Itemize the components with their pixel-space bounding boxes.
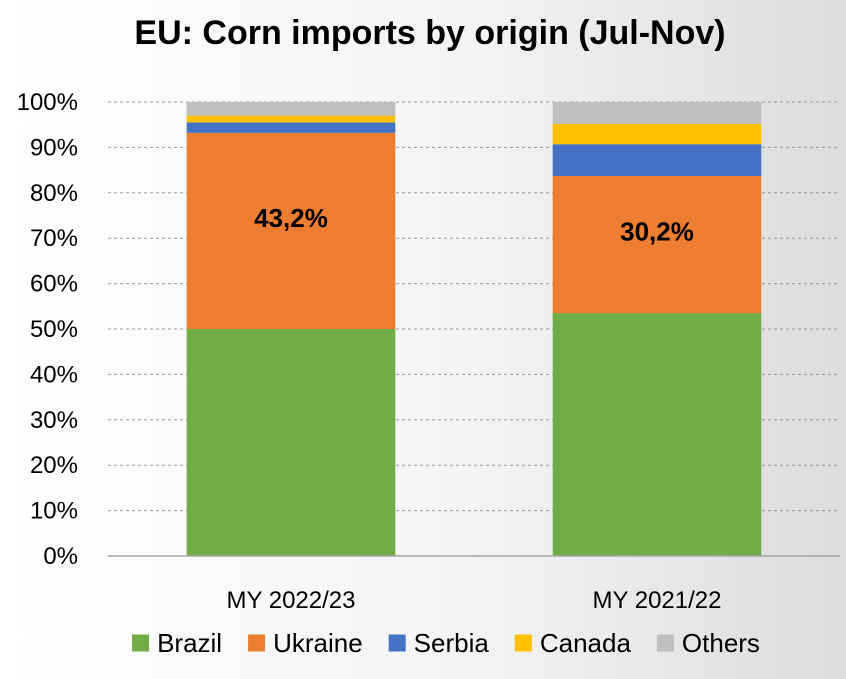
- bars: [186, 102, 762, 556]
- legend-label: Brazil: [157, 628, 222, 658]
- x-category-label: MY 2022/23: [227, 587, 356, 614]
- bar-segment-canada: [186, 115, 396, 123]
- bar-segment-serbia: [186, 122, 396, 133]
- bar-segment-canada: [552, 123, 762, 145]
- y-tick-label: 30%: [30, 407, 78, 434]
- data-label: 30,2%: [620, 217, 694, 247]
- bar-segment-ukraine: [552, 176, 762, 314]
- x-category-label: MY 2021/22: [593, 587, 722, 614]
- bar-segment-others: [552, 102, 762, 124]
- legend-item-serbia[interactable]: Serbia: [388, 628, 490, 658]
- bar-segment-brazil: [552, 313, 762, 556]
- x-axis-category-labels: MY 2022/23 MY 2021/22: [227, 587, 722, 614]
- legend-swatch: [132, 634, 150, 652]
- legend-item-brazil[interactable]: Brazil: [132, 628, 222, 658]
- y-axis-tick-labels: 0% 10% 20% 30% 40% 50% 60% 70% 80% 90% 100%: [17, 89, 78, 570]
- y-tick-label: 50%: [30, 316, 78, 343]
- bar-segment-serbia: [552, 144, 762, 177]
- legend-swatch: [388, 634, 406, 652]
- legend-swatch: [514, 634, 532, 652]
- y-tick-label: 100%: [17, 89, 78, 116]
- legend-item-canada[interactable]: Canada: [514, 628, 632, 658]
- legend-label: Serbia: [414, 628, 490, 658]
- chart-title: EU: Corn imports by origin (Jul-Nov): [134, 14, 725, 52]
- data-label: 43,2%: [254, 203, 328, 233]
- legend-label: Ukraine: [273, 628, 363, 658]
- y-tick-label: 80%: [30, 180, 78, 207]
- legend-swatch: [248, 634, 266, 652]
- legend-label: Canada: [540, 628, 632, 658]
- y-tick-label: 90%: [30, 134, 78, 161]
- y-tick-label: 20%: [30, 452, 78, 479]
- y-tick-label: 60%: [30, 271, 78, 298]
- y-tick-label: 0%: [43, 543, 78, 570]
- data-labels: 43,2% 30,2%: [254, 203, 694, 247]
- legend-item-ukraine[interactable]: Ukraine: [248, 628, 363, 658]
- legend-item-others[interactable]: Others: [656, 628, 760, 658]
- y-tick-label: 10%: [30, 498, 78, 525]
- bar-segment-others: [186, 102, 396, 116]
- y-tick-label: 70%: [30, 225, 78, 252]
- bar-segment-ukraine: [186, 132, 396, 329]
- bar-segment-brazil: [186, 329, 396, 556]
- y-tick-label: 40%: [30, 361, 78, 388]
- legend-label: Others: [682, 628, 760, 658]
- legend[interactable]: Brazil Ukraine Serbia Canada Others: [132, 628, 760, 658]
- legend-swatch: [656, 634, 674, 652]
